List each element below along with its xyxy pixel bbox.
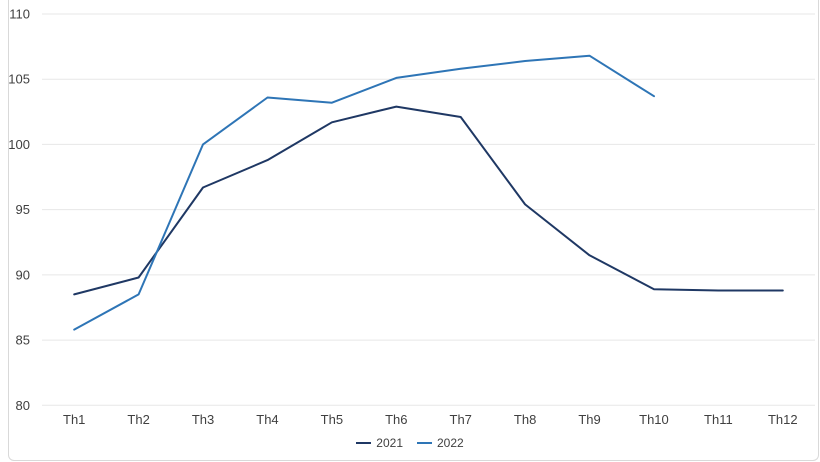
legend-swatch-2022 (417, 442, 432, 444)
legend-label-2022: 2022 (437, 436, 464, 450)
y-tick-label-105: 105 (8, 72, 30, 87)
x-tick-label-Th11: Th11 (704, 412, 733, 427)
x-tick-label-Th7: Th7 (450, 412, 472, 427)
x-tick-label-Th5: Th5 (321, 412, 343, 427)
x-tick-label-Th6: Th6 (385, 412, 407, 427)
y-tick-label-80: 80 (16, 398, 30, 413)
series-line-2021 (73, 105, 784, 296)
legend-item-2021: 2021 (356, 436, 403, 450)
y-tick-label-100: 100 (8, 137, 30, 152)
legend-item-2022: 2022 (417, 436, 464, 450)
chart-legend: 2021 2022 (0, 436, 820, 450)
x-tick-label-Th2: Th2 (127, 412, 149, 427)
y-tick-label-95: 95 (16, 202, 30, 217)
legend-swatch-2021 (356, 442, 372, 444)
x-tick-label-Th4: Th4 (256, 412, 278, 427)
x-tick-label-Th9: Th9 (578, 412, 600, 427)
legend-label-2021: 2021 (376, 436, 403, 450)
x-tick-label-Th8: Th8 (514, 412, 536, 427)
y-tick-label-90: 90 (16, 267, 30, 282)
y-tick-label-85: 85 (16, 333, 30, 348)
series-line-2022 (73, 54, 655, 331)
x-tick-label-Th10: Th10 (639, 412, 669, 427)
y-tick-label-110: 110 (9, 7, 30, 22)
x-tick-label-Th12: Th12 (768, 412, 798, 427)
x-tick-label-Th3: Th3 (192, 412, 214, 427)
x-tick-label-Th1: Th1 (63, 412, 85, 427)
